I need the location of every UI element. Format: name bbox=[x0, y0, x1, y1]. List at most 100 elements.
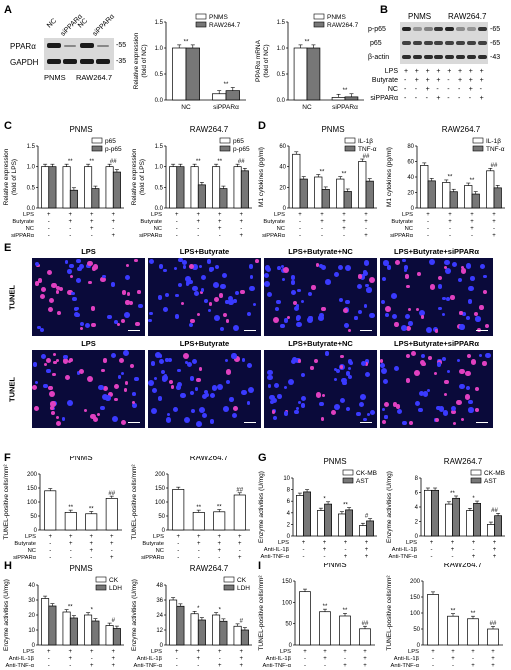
condition-sign: + bbox=[68, 219, 72, 225]
cell-nucleus bbox=[340, 354, 344, 359]
condition-label: Anti-IL-1β bbox=[392, 547, 418, 553]
significance-label: * bbox=[323, 497, 326, 503]
tunel-title: LPS+Butyrate bbox=[179, 247, 230, 256]
condition-label: Butyrate bbox=[142, 541, 164, 547]
scale-bar bbox=[476, 422, 488, 423]
y-tick-label: 40 bbox=[28, 583, 35, 589]
condition-sign: + bbox=[217, 541, 221, 547]
condition-sign: + bbox=[451, 547, 455, 553]
bar bbox=[169, 599, 178, 646]
condition-sign: + bbox=[323, 547, 327, 553]
cell-nucleus bbox=[101, 368, 105, 373]
bar bbox=[219, 620, 228, 646]
cell-nucleus bbox=[380, 368, 387, 375]
bar bbox=[314, 176, 323, 209]
cell-nucleus bbox=[410, 351, 417, 357]
condition-label: Anti-IL-1β bbox=[394, 656, 420, 662]
y-tick-label: 6 bbox=[415, 491, 419, 497]
cell-nucleus bbox=[286, 315, 290, 319]
cell-nucleus bbox=[301, 373, 306, 378]
cell-nucleus bbox=[284, 385, 288, 389]
cell-nucleus bbox=[321, 394, 325, 398]
significance-label: # bbox=[365, 513, 369, 519]
legend-swatch bbox=[472, 137, 484, 144]
blot-a-group-pnms: PNMS bbox=[44, 73, 66, 82]
condition-sign: + bbox=[342, 212, 346, 218]
condition-sign: + bbox=[364, 212, 368, 218]
condition-sign: + bbox=[342, 219, 346, 225]
cell-nucleus bbox=[335, 368, 341, 374]
significance-label: ** bbox=[343, 88, 348, 94]
cell-nucleus bbox=[77, 266, 82, 272]
cell-nucleus bbox=[405, 353, 411, 359]
bar bbox=[62, 166, 71, 209]
cell-nucleus bbox=[151, 387, 157, 393]
cell-nucleus bbox=[32, 384, 38, 390]
cell-nucleus bbox=[482, 289, 487, 294]
condition-sign: + bbox=[111, 663, 115, 669]
cell-nucleus bbox=[158, 264, 164, 270]
condition-sign: + bbox=[448, 212, 452, 218]
cell-nucleus bbox=[333, 404, 340, 411]
cell-nucleus bbox=[405, 313, 411, 319]
cell-nucleus bbox=[366, 412, 371, 416]
condition-sign: + bbox=[451, 656, 455, 662]
condition-sign: - bbox=[70, 555, 72, 560]
cell-nucleus bbox=[63, 354, 68, 360]
cell-nucleus bbox=[292, 356, 298, 363]
cell-nucleus bbox=[57, 311, 62, 316]
cell-nucleus bbox=[484, 323, 490, 329]
cell-nucleus bbox=[189, 376, 195, 381]
condition-sign: + bbox=[493, 540, 497, 546]
condition-sign: - bbox=[219, 656, 221, 662]
cell-nucleus bbox=[101, 394, 108, 401]
cell-nucleus bbox=[342, 307, 349, 314]
y-axis-label: TUNEL-positive cells/mm² bbox=[3, 464, 10, 540]
cell-nucleus bbox=[297, 400, 301, 404]
blot-b-cond-sign: + bbox=[414, 77, 419, 84]
cell-nucleus bbox=[37, 325, 41, 330]
condition-sign: + bbox=[48, 534, 52, 540]
cell-nucleus bbox=[444, 260, 450, 266]
condition-sign: + bbox=[323, 540, 327, 546]
cell-nucleus bbox=[365, 283, 369, 288]
y-axis-label: Enzyme activities (U/mg) bbox=[386, 471, 393, 543]
significance-label: * bbox=[197, 606, 200, 612]
blot-b-cond-sign: + bbox=[468, 77, 473, 84]
cell-nucleus bbox=[232, 405, 238, 411]
condition-sign: + bbox=[69, 541, 73, 547]
cell-nucleus bbox=[420, 359, 426, 365]
condition-sign: - bbox=[176, 219, 178, 225]
cell-nucleus bbox=[185, 361, 189, 365]
cell-nucleus bbox=[148, 318, 152, 323]
y-tick-label: 150 bbox=[282, 579, 293, 585]
cell-nucleus bbox=[51, 282, 57, 289]
cell-nucleus bbox=[83, 408, 87, 412]
cell-nucleus bbox=[420, 354, 425, 359]
cell-nucleus bbox=[248, 386, 255, 393]
blot-b-band bbox=[477, 27, 487, 31]
legend-swatch bbox=[95, 584, 107, 591]
bar bbox=[172, 489, 185, 531]
significance-label: ** bbox=[471, 611, 476, 617]
condition-label: NC bbox=[26, 226, 34, 232]
cell-nucleus bbox=[53, 360, 57, 364]
blot-a-band bbox=[64, 45, 76, 47]
blot-a-band bbox=[63, 59, 77, 64]
bar bbox=[176, 605, 185, 646]
cell-nucleus bbox=[478, 354, 483, 358]
condition-sign: + bbox=[197, 534, 201, 540]
condition-sign: - bbox=[91, 233, 93, 239]
cell-nucleus bbox=[442, 410, 448, 416]
condition-sign: + bbox=[471, 663, 475, 669]
bar bbox=[449, 191, 458, 209]
cell-nucleus bbox=[479, 305, 484, 310]
cell-nucleus bbox=[381, 407, 386, 412]
cell-nucleus bbox=[206, 259, 212, 264]
cell-nucleus bbox=[314, 359, 319, 364]
condition-sign: + bbox=[111, 656, 115, 662]
cell-nucleus bbox=[461, 418, 465, 422]
cell-nucleus bbox=[384, 401, 389, 407]
condition-sign: + bbox=[89, 541, 93, 547]
condition-sign: + bbox=[196, 212, 200, 218]
